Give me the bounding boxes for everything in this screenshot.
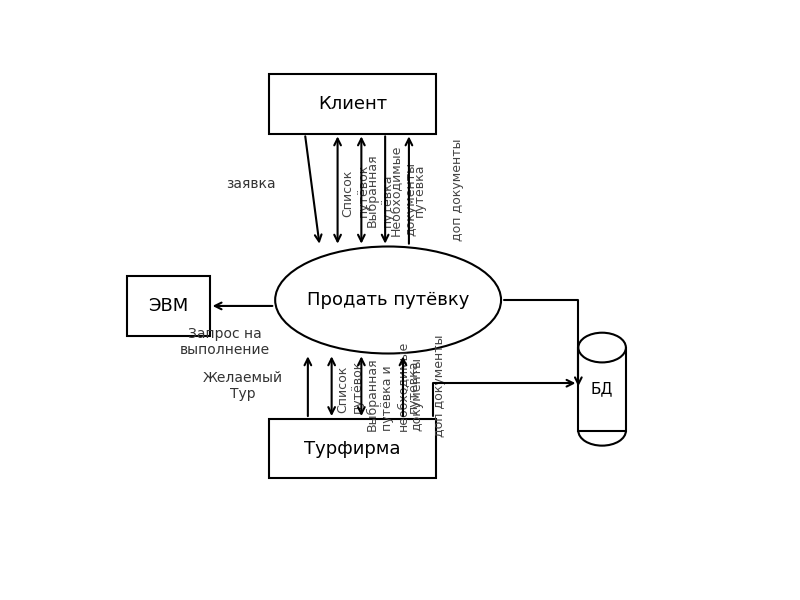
Text: Выбранная
путёвка и
необходимые
документы: Выбранная путёвка и необходимые документ… <box>366 341 424 431</box>
Text: БД: БД <box>591 382 614 397</box>
Text: Турфирма: Турфирма <box>304 440 401 458</box>
Ellipse shape <box>275 247 501 353</box>
FancyBboxPatch shape <box>126 276 210 335</box>
Text: Список
путёвок: Список путёвок <box>342 163 370 217</box>
Text: доп документы: доп документы <box>433 335 446 437</box>
Text: заявка: заявка <box>226 177 276 191</box>
Text: ЭВМ: ЭВМ <box>148 297 188 315</box>
FancyBboxPatch shape <box>578 347 626 431</box>
Text: Желаемый
Тур: Желаемый Тур <box>202 371 282 401</box>
Text: путёвка: путёвка <box>407 359 420 413</box>
Text: доп документы: доп документы <box>450 139 463 241</box>
Text: Список
путёвок: Список путёвок <box>336 359 364 413</box>
FancyBboxPatch shape <box>270 74 436 134</box>
Text: Выбранная
путёвка: Выбранная путёвка <box>366 153 394 227</box>
Text: Запрос на
выполнение: Запрос на выполнение <box>179 327 270 357</box>
Ellipse shape <box>578 332 626 362</box>
Text: Клиент: Клиент <box>318 95 387 113</box>
Text: путёвка: путёвка <box>413 163 426 217</box>
Text: Продать путёвку: Продать путёвку <box>307 291 470 309</box>
FancyBboxPatch shape <box>270 419 436 478</box>
Text: Необходимые
документы: Необходимые документы <box>390 145 418 236</box>
